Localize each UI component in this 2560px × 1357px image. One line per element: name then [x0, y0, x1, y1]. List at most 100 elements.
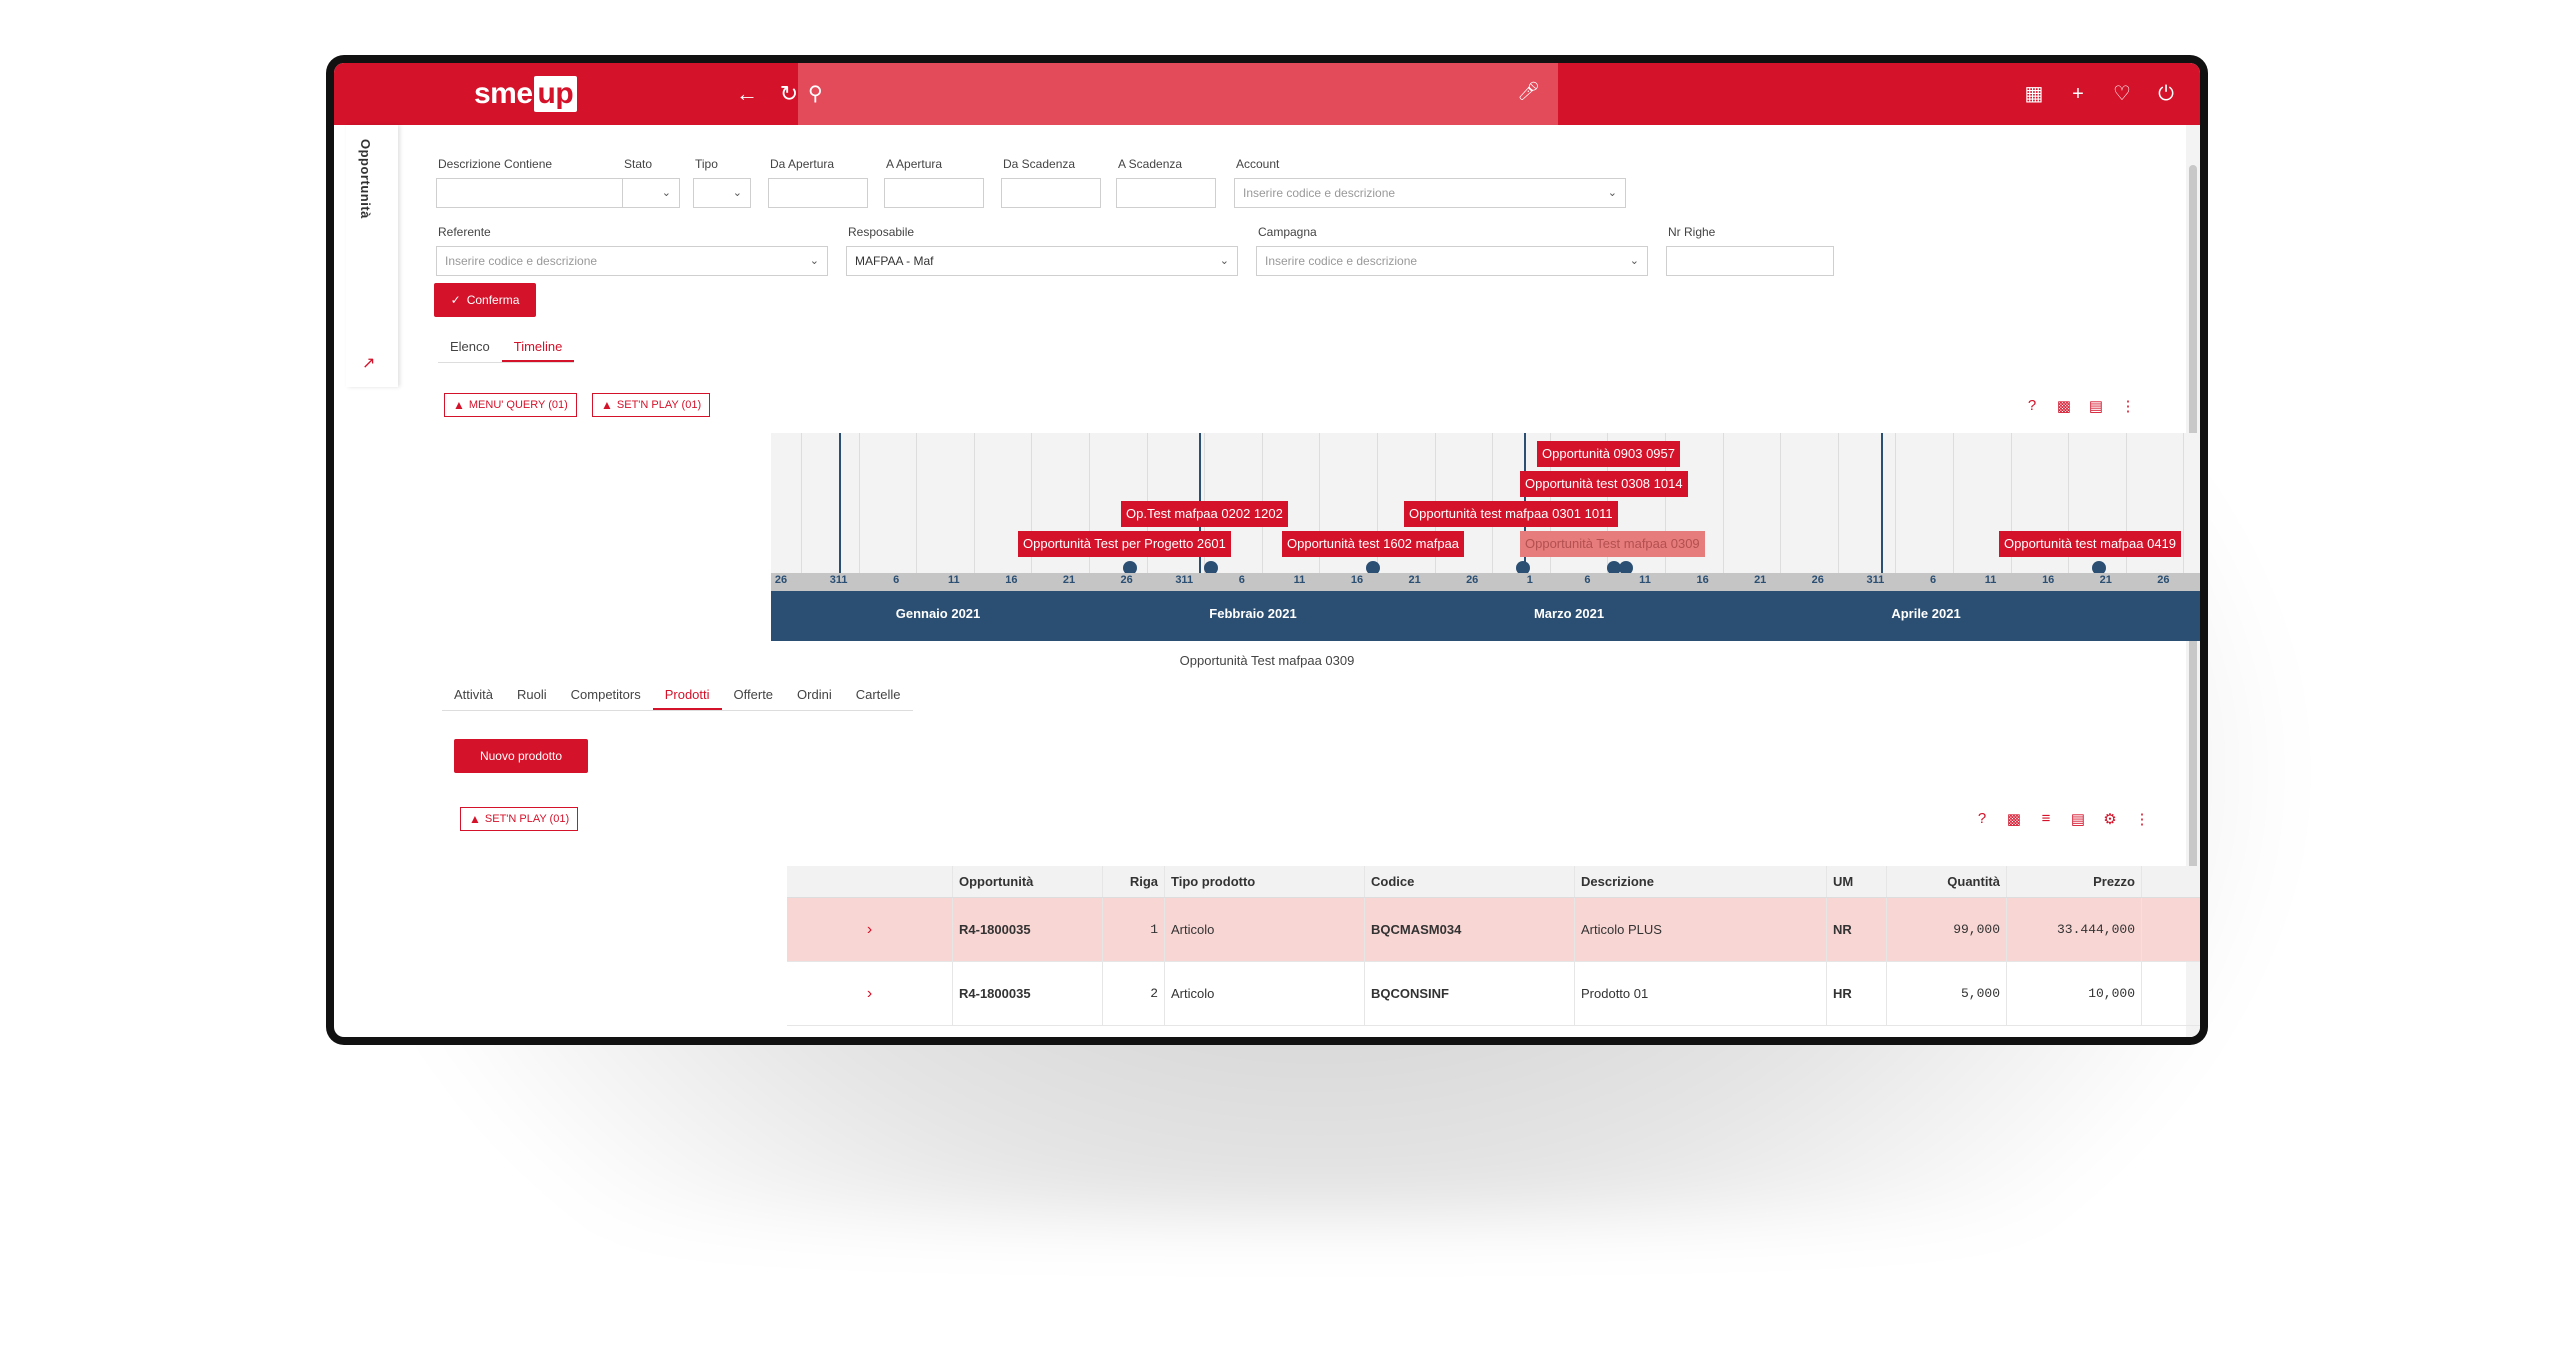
products-set-n-play-button[interactable]: ▲ SET'N PLAY (01): [460, 807, 579, 831]
table-row[interactable]: › R4-1800035 2 Articolo BQCONSINF Prodotto 01…: [787, 962, 2200, 1026]
campagna-select[interactable]: Inserire codice e descrizione ⌄: [1256, 246, 1648, 276]
timeline-event[interactable]: Opportunità test mafpaa 0419: [1999, 531, 2182, 557]
timeline-event[interactable]: Opportunità test 0308 1014: [1520, 471, 1688, 497]
timeline-gridline: [1780, 433, 1782, 573]
timeline-event-marker[interactable]: [1607, 561, 1621, 575]
more-vertical-icon[interactable]: ⋮: [2120, 398, 2136, 415]
back-button[interactable]: ←: [732, 79, 762, 109]
set-n-play-button[interactable]: ▲ SET'N PLAY (01): [592, 393, 711, 417]
da-apertura-input[interactable]: [768, 178, 868, 208]
a-apertura-input[interactable]: [884, 178, 984, 208]
timeline-event-marker[interactable]: [1123, 561, 1137, 575]
responsabile-select[interactable]: MAFPAA - Maf ⌄: [846, 246, 1238, 276]
tab-attivit-[interactable]: Attività: [454, 687, 494, 702]
power-icon[interactable]: ⏻: [2158, 83, 2174, 105]
help-icon[interactable]: ?: [2027, 397, 2037, 414]
tab-ordini[interactable]: Ordini: [797, 687, 832, 702]
smeup-logo[interactable]: sme up: [474, 75, 578, 113]
section-title[interactable]: Opportunità: [358, 139, 373, 219]
export-file-icon[interactable]: ▩: [2006, 811, 2022, 828]
plus-icon[interactable]: +: [2072, 83, 2084, 105]
conferma-button[interactable]: ✓ Conferma: [434, 283, 536, 317]
tab-elenco[interactable]: Elenco: [450, 339, 490, 354]
app-screen: sme up ← ↻ ⚲ 🎤︎ ▦ + ♡ ⏻ Opportunità ↗ Des…: [334, 63, 2200, 1037]
table-cell-opportunita: R4-1800035: [953, 962, 1103, 1025]
timeline-day-tick: 26: [1466, 574, 1479, 586]
refresh-button[interactable]: ↻: [774, 79, 804, 109]
a-scadenza-input[interactable]: [1116, 178, 1216, 208]
timeline-day-tick: 311: [829, 574, 848, 586]
column-header[interactable]: [787, 866, 953, 897]
nuovo-prodotto-button[interactable]: Nuovo prodotto: [454, 739, 588, 773]
timeline-event-marker[interactable]: [1619, 561, 1633, 575]
timeline-event-marker[interactable]: [2092, 561, 2106, 575]
gear-icon[interactable]: ⚙: [2103, 811, 2117, 828]
apps-grid-icon[interactable]: ▦: [2024, 83, 2044, 105]
column-header[interactable]: Riga: [1103, 866, 1165, 897]
timeline-event[interactable]: Op.Test mafpaa 0202 1202: [1121, 501, 1288, 527]
chevron-down-icon: ⌄: [1629, 255, 1639, 267]
layout-icon[interactable]: ▤: [2070, 811, 2086, 828]
column-header[interactable]: UM: [1827, 866, 1887, 897]
column-header[interactable]: Sconto%: [2142, 866, 2200, 897]
tab-competitors[interactable]: Competitors: [570, 687, 641, 702]
menu-query-button[interactable]: ▲ MENU' QUERY (01): [444, 393, 577, 417]
account-select[interactable]: Inserire codice e descrizione ⌄: [1234, 178, 1626, 208]
menu-query-label: MENU' QUERY (01): [468, 399, 568, 411]
tab-prodotti[interactable]: Prodotti: [652, 687, 722, 710]
timeline-event[interactable]: Opportunità test mafpaa 0301 1011: [1404, 501, 1618, 527]
timeline-day-tick: 11: [1639, 574, 1651, 586]
timeline-event-marker[interactable]: [1204, 561, 1218, 575]
heart-icon[interactable]: ♡: [2113, 83, 2131, 105]
more-vertical-icon[interactable]: ⋮: [2134, 811, 2150, 828]
column-header[interactable]: Codice: [1365, 866, 1575, 897]
tab-cartelle[interactable]: Cartelle: [855, 687, 901, 702]
column-header[interactable]: Opportunità: [953, 866, 1103, 897]
timeline-day-tick: 26: [774, 574, 788, 586]
table-cell-quantita: 5,000: [1887, 962, 2007, 1025]
timeline-gridline: [1089, 433, 1090, 573]
timeline-month-label: Marzo 2021: [1533, 606, 1605, 621]
da-scadenza-label: Da Scadenza: [1003, 157, 1076, 171]
set-n-play-label: SET'N PLAY (01): [616, 399, 702, 411]
layout-icon[interactable]: ▤: [2088, 398, 2104, 415]
nr-righe-input[interactable]: [1666, 246, 1834, 276]
timeline-day-tick: 16: [2042, 574, 2055, 586]
stato-select[interactable]: ⌄: [622, 178, 680, 208]
refresh-icon: ↻: [779, 81, 799, 106]
timeline-event-marker[interactable]: [1516, 561, 1530, 575]
table-body: › R4-1800035 1 Articolo BQCMASM034 Articolo P…: [787, 898, 2200, 1026]
timeline-event-marker[interactable]: [1366, 561, 1380, 575]
export-file-icon[interactable]: ▩: [2056, 398, 2072, 415]
expand-icon[interactable]: ↗: [362, 355, 376, 372]
column-header[interactable]: Tipo prodotto: [1165, 866, 1365, 897]
timeline-gridline: [2125, 433, 2127, 573]
tab-ruoli[interactable]: Ruoli: [517, 687, 547, 702]
row-expand-icon[interactable]: ›: [787, 962, 953, 1025]
campagna-placeholder: Inserire codice e descrizione: [1265, 254, 1418, 268]
column-header[interactable]: Prezzo: [2007, 866, 2142, 897]
referente-select[interactable]: Inserire codice e descrizione ⌄: [436, 246, 828, 276]
column-header[interactable]: Descrizione: [1575, 866, 1827, 897]
tab-offerte[interactable]: Offerte: [733, 687, 774, 702]
products-toolbar: ? ▩ ≡ ▤ ⚙ ⋮: [1974, 810, 2150, 828]
timeline-gridline: [858, 433, 860, 573]
timeline-event[interactable]: Opportunità test 1602 mafpaa: [1282, 531, 1465, 557]
tipo-select[interactable]: ⌄: [693, 178, 751, 208]
account-label: Account: [1236, 157, 1280, 171]
da-apertura-label: Da Apertura: [770, 157, 835, 171]
timeline-month-axis: Gennaio 2021 Febbraio 2021 Marzo 2021 April…: [771, 591, 2200, 641]
tab-timeline[interactable]: Timeline: [501, 339, 575, 362]
microphone-icon[interactable]: 🎤︎: [1517, 81, 1540, 101]
row-expand-icon[interactable]: ›: [787, 898, 953, 961]
da-scadenza-input[interactable]: [1001, 178, 1101, 208]
timeline-event[interactable]: Opportunità Test per Progetto 2601: [1018, 531, 1231, 557]
table-row[interactable]: › R4-1800035 1 Articolo BQCMASM034 Articolo P…: [787, 898, 2200, 962]
filter-icon[interactable]: ≡: [2041, 810, 2051, 827]
timeline-event[interactable]: Opportunità Test mafpaa 0309: [1520, 531, 1705, 557]
help-icon[interactable]: ?: [1977, 810, 1987, 827]
column-header[interactable]: Quantità: [1887, 866, 2007, 897]
search-input[interactable]: [838, 75, 1498, 113]
timeline-event[interactable]: Opportunità 0903 0957: [1537, 441, 1680, 467]
timeline-chart[interactable]: − + ‹ › Opportunità 0903 0957Opportunità…: [771, 433, 2200, 641]
